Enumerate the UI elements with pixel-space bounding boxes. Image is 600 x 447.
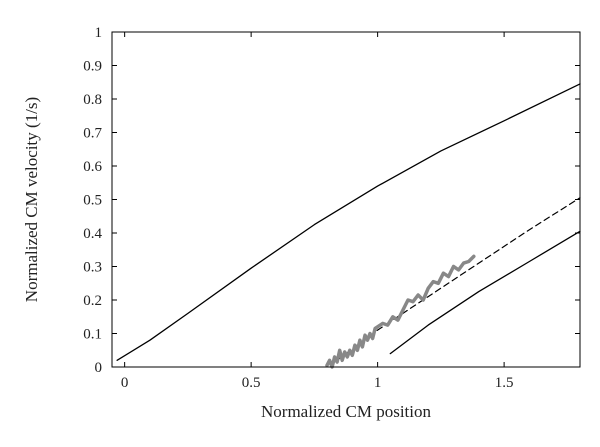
y-tick-label: 0.1 — [83, 327, 102, 343]
series-line-solid-black — [116, 83, 581, 361]
y-tick-label: 0.9 — [83, 59, 102, 75]
series-layer — [116, 83, 581, 369]
y-tick-label: 0.8 — [83, 92, 102, 108]
y-tick-label: 1 — [95, 25, 103, 41]
series-line-thick-gray-noisy — [325, 254, 476, 369]
y-tick-label: 0.4 — [83, 226, 102, 242]
y-tick-label: 0 — [95, 360, 103, 376]
series-line-solid-black — [389, 230, 581, 355]
x-tick-label: 1.5 — [495, 375, 514, 391]
tick-layer: 0 0.5 1 1.5 0 0.1 0.2 0.3 0.4 0.5 0.6 0.7 0.8 0.9 1 — [83, 25, 580, 391]
x-tick-label: 1 — [374, 375, 382, 391]
y-tick-label: 0.7 — [83, 126, 102, 142]
y-axis-label: Normalized CM velocity (1/s) — [22, 97, 41, 302]
y-tick-label: 0.2 — [83, 293, 102, 309]
y-tick-label: 0.5 — [83, 193, 102, 209]
x-tick-label: 0.5 — [242, 375, 261, 391]
x-axis-label: Normalized CM position — [261, 402, 431, 421]
y-tick-label: 0.3 — [83, 260, 102, 276]
x-tick-label: 0 — [121, 375, 129, 391]
y-tick-label: 0.6 — [83, 159, 102, 175]
